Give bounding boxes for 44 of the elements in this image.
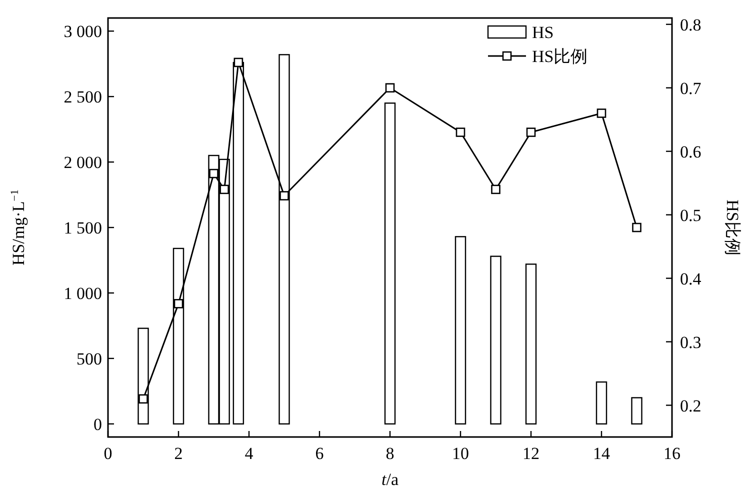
y2-tick-label: 0.5 <box>680 206 702 225</box>
y2-axis-title: HS比例 <box>723 200 742 256</box>
y2-tick-label: 0.7 <box>680 78 702 98</box>
y2-tick-label: 0.2 <box>680 396 702 416</box>
x-tick-label: 16 <box>664 444 680 463</box>
y2-tick-label: 0.8 <box>680 15 702 34</box>
y-tick-label: 1 000 <box>64 284 102 303</box>
x-tick-label: 8 <box>386 444 394 463</box>
point <box>385 83 395 92</box>
y-tick-label: 0 <box>94 414 102 434</box>
y2-tick-label: 0.6 <box>680 142 702 162</box>
point <box>456 128 466 137</box>
bar <box>525 264 537 425</box>
x-tick-label: 10 <box>452 444 469 463</box>
point <box>596 108 606 118</box>
point <box>280 191 289 200</box>
x-tick-label: 4 <box>244 444 254 463</box>
y-tick-label: 500 <box>76 349 102 368</box>
legend-label: HS比例 <box>532 47 588 66</box>
x-axis-title: t/a <box>381 470 399 489</box>
x-tick-label: 14 <box>593 444 610 463</box>
legend-label: HS <box>532 23 554 42</box>
x-tick-label: 12 <box>522 444 540 463</box>
point <box>632 222 642 232</box>
y-tick-label: 2 000 <box>64 153 102 172</box>
point <box>491 184 500 194</box>
point <box>526 128 536 137</box>
y-tick-label: 2 500 <box>64 88 102 107</box>
bar <box>384 102 396 425</box>
y2-tick-label: 0.3 <box>680 332 702 352</box>
y-tick-label: 3 000 <box>64 22 102 42</box>
bar <box>631 397 642 425</box>
x-tick-label: 2 <box>174 444 183 463</box>
y-tick-label: 1 500 <box>64 218 102 238</box>
x-tick-label: 6 <box>315 444 324 463</box>
bar <box>454 236 466 425</box>
point <box>220 184 229 194</box>
point <box>209 168 218 178</box>
point <box>234 58 244 68</box>
bar <box>490 256 502 425</box>
bar <box>596 381 608 425</box>
point <box>138 394 148 404</box>
point <box>174 299 184 308</box>
y2-tick-label: 0.4 <box>680 269 702 288</box>
